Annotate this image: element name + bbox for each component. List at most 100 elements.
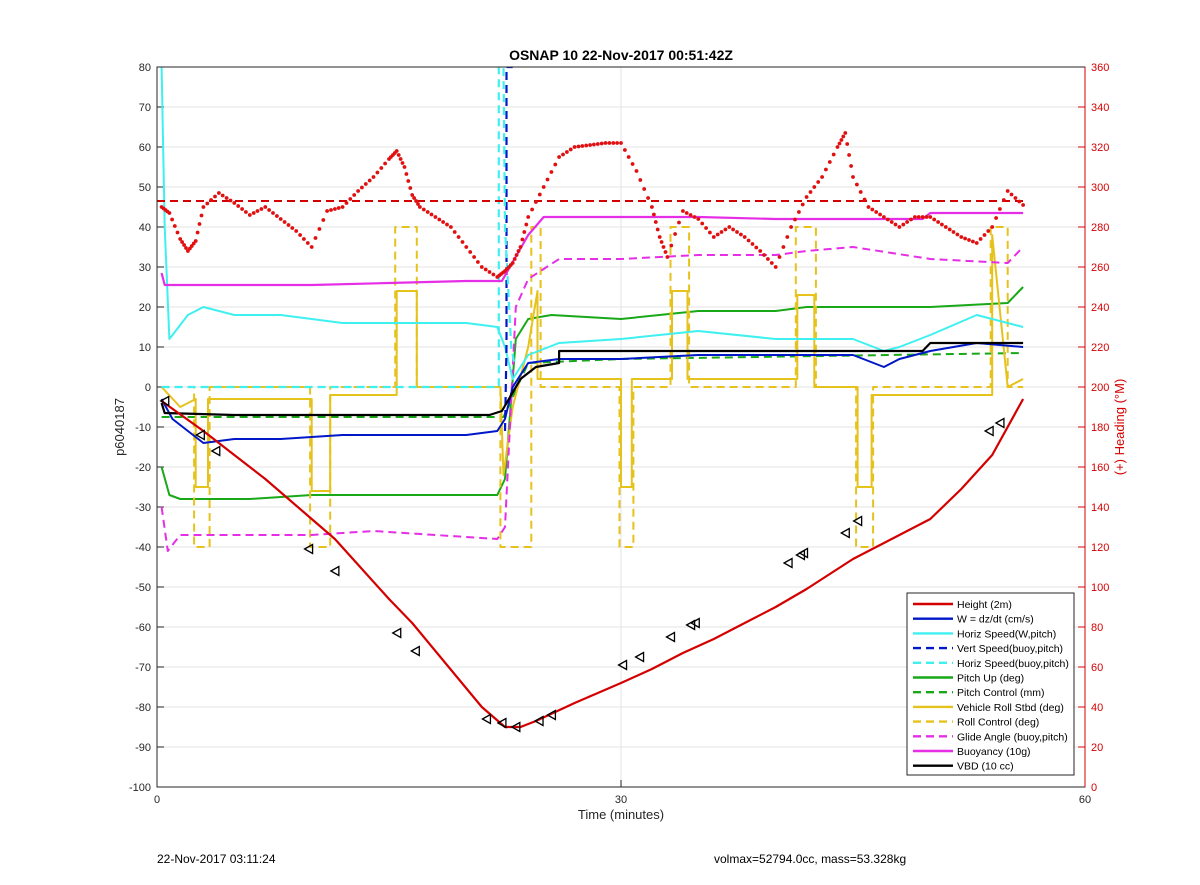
marker-layer (159, 395, 1005, 733)
triangle-marker (409, 645, 420, 657)
heading-dot (928, 215, 933, 219)
heading-dot (936, 220, 940, 224)
heading-dot (228, 198, 233, 203)
heading-dot (951, 230, 956, 234)
y-tick-label: -10 (135, 422, 151, 434)
heading-dot (263, 205, 268, 209)
heading-dot (708, 230, 712, 235)
heading-dot (913, 215, 917, 219)
heading-dot (889, 220, 894, 224)
heading-dot (994, 216, 998, 220)
heading-dot (715, 232, 720, 237)
heading-dot (785, 235, 790, 239)
heading-dot (746, 238, 751, 243)
heading-dot (696, 217, 701, 221)
heading-dot (924, 215, 929, 219)
heading-dot (878, 212, 882, 217)
legend-label: W = dz/dt (cm/s) (957, 614, 1034, 626)
y-tick-label: -50 (135, 582, 151, 594)
heading-dot (352, 193, 357, 197)
heading-dot (247, 213, 252, 217)
heading-dot (731, 227, 735, 232)
heading-dot (719, 230, 724, 234)
triangle-marker (546, 709, 557, 721)
legend-label: Horiz Speed(buoy,pitch) (957, 658, 1069, 670)
heading-dot (663, 250, 668, 254)
heading-dot (704, 226, 708, 230)
heading-dot (445, 222, 449, 227)
heading-dot (518, 245, 523, 249)
heading-dot (766, 257, 770, 261)
heading-dot (441, 220, 445, 224)
heading-dot (982, 233, 987, 237)
heading-dot (901, 222, 906, 227)
heading-dot (240, 207, 245, 211)
heading-dot (275, 214, 279, 218)
heading-dot (773, 265, 778, 269)
y-tick-label: 0 (145, 382, 151, 394)
heading-dot (897, 225, 902, 229)
y2-tick-label: 120 (1091, 542, 1109, 554)
heading-dot (849, 164, 853, 168)
heading-dot (843, 131, 848, 135)
heading-dot (762, 253, 766, 257)
heading-dot (841, 134, 846, 139)
y2-tick-label: 0 (1091, 782, 1097, 794)
heading-dot (576, 144, 581, 149)
legend-label: Glide Angle (buoy,pitch) (957, 731, 1068, 743)
heading-dot (561, 152, 565, 157)
heading-dot (584, 143, 589, 148)
y2-tick-label: 360 (1091, 62, 1109, 74)
heading-dot (251, 211, 256, 215)
heading-dot (831, 152, 836, 157)
legend-label: Pitch Control (mm) (957, 687, 1045, 699)
heading-dot (340, 205, 345, 209)
heading-dot (534, 200, 538, 204)
heading-dot (199, 213, 204, 218)
series-line (161, 67, 516, 389)
y-tick-label: -80 (135, 702, 151, 714)
chart-title: OSNAP 10 22-Nov-2017 00:51:42Z (509, 47, 733, 63)
legend-label: Vert Speed(buoy,pitch) (957, 643, 1063, 655)
triangle-marker (617, 659, 628, 671)
left-y-axis-ticks: -100-90-80-70-60-50-40-30-20-10010203040… (129, 62, 164, 794)
heading-dot (180, 240, 185, 244)
y2-tick-label: 340 (1091, 102, 1109, 114)
heading-dot (568, 147, 573, 152)
heading-dot (309, 245, 314, 249)
heading-dot (329, 208, 333, 212)
y2-tick-label: 160 (1091, 462, 1109, 474)
heading-dot (580, 144, 585, 148)
heading-dot (255, 209, 260, 213)
heading-dot (456, 235, 461, 239)
heading-dot (491, 272, 496, 277)
heading-dot (524, 222, 529, 227)
y-tick-label: 80 (139, 62, 151, 74)
footer-info: volmax=52794.0cc, mass=53.328kg (714, 852, 907, 866)
heading-dot (460, 240, 465, 244)
series-line (160, 246, 1024, 552)
y-tick-label: -100 (129, 782, 151, 794)
triangle-marker (852, 515, 863, 527)
heading-dot (282, 220, 287, 224)
heading-dot (371, 175, 376, 179)
heading-dot (905, 220, 909, 224)
heading-dot (379, 166, 384, 170)
heading-dot (408, 186, 413, 190)
heading-dot (673, 232, 677, 236)
heading-dot (271, 211, 275, 215)
y2-tick-label: 200 (1091, 382, 1109, 394)
heading-dot (412, 196, 416, 200)
y-tick-label: -90 (135, 742, 151, 754)
heading-dot (209, 198, 214, 202)
y-axis-label: p6040187 (112, 398, 127, 456)
heading-dot (396, 153, 401, 157)
heading-dot (974, 241, 979, 245)
heading-dot (990, 225, 995, 229)
triangle-marker (798, 547, 809, 559)
right-y-axis-ticks: 0 20 40 60 80 100 120 140 160 180 200 220 240 260 280 3… (1078, 62, 1109, 794)
heading-dot (623, 148, 627, 152)
heading-dot (172, 224, 177, 228)
heading-dot (170, 217, 175, 222)
heading-dot (526, 215, 531, 219)
